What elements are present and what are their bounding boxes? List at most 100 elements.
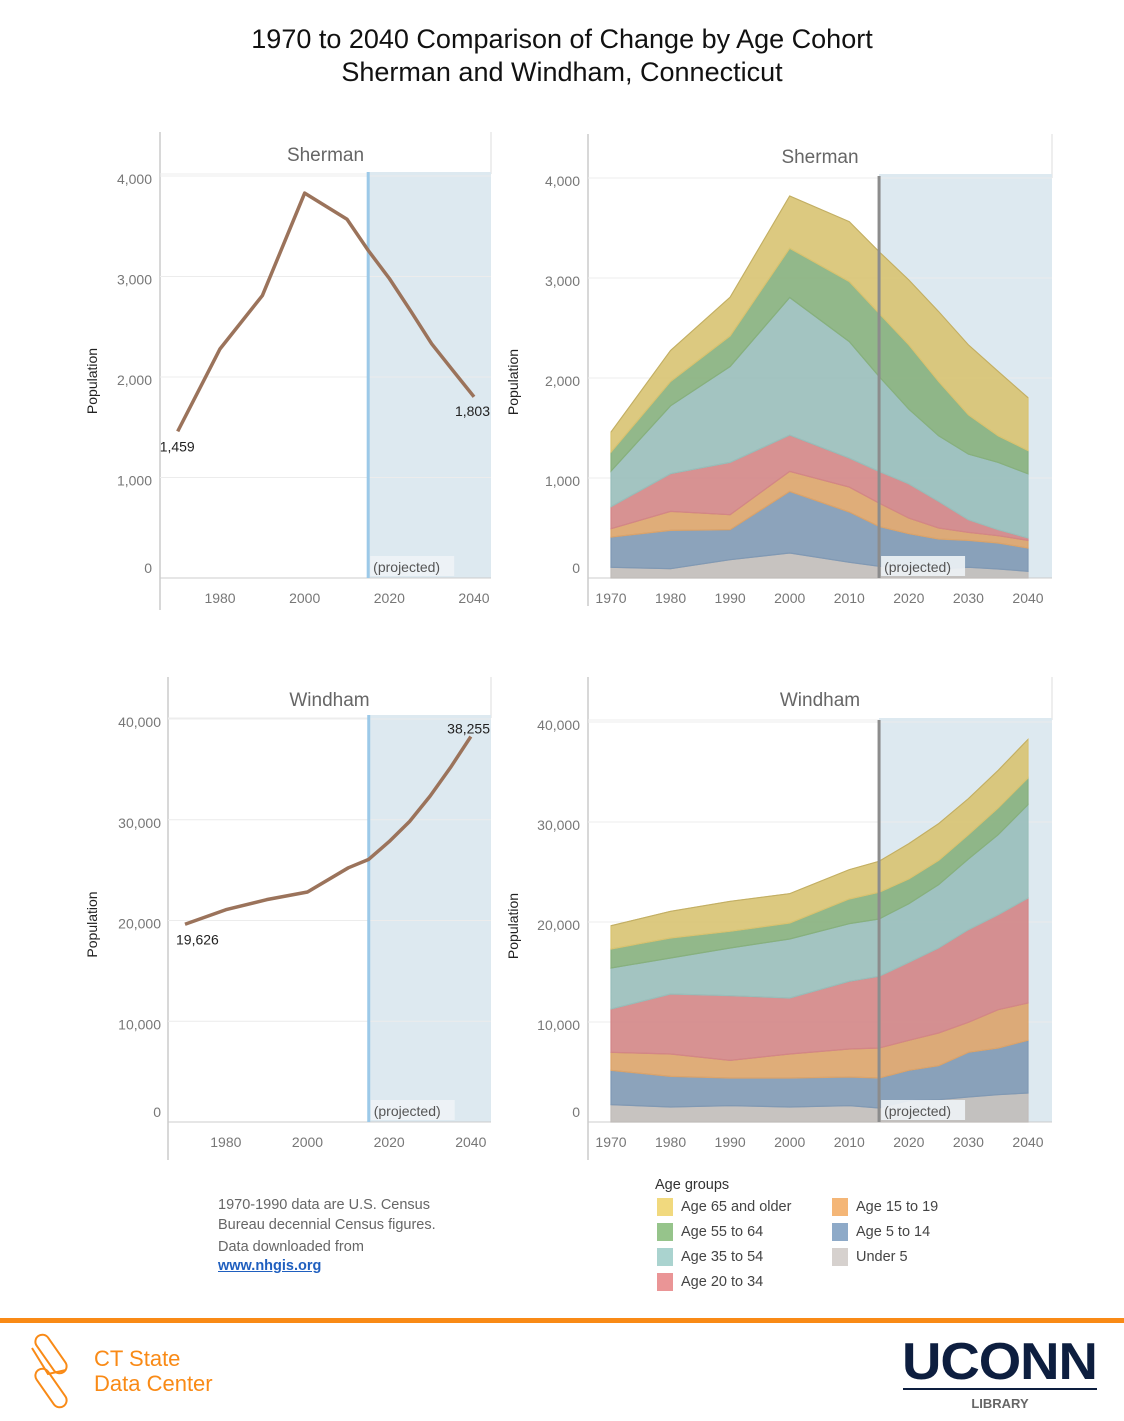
x-tick-label: 1980	[655, 590, 686, 606]
population-line	[184, 735, 473, 926]
chart-area-windham: Windham 0 10,000 20,000 30,000 40,000 1970 1980…	[505, 677, 1053, 1160]
x-tick-label: 2040	[455, 1134, 486, 1150]
y-axis-label: Population	[84, 891, 100, 957]
charts-canvas: Sherman 0 1,000 2,000 3,000 4,000 1980 2000 2020…	[84, 132, 1053, 1160]
x-tick-label: 1980	[204, 590, 235, 606]
legend-swatch	[832, 1198, 848, 1216]
y-tick-label: 2,000	[117, 372, 152, 388]
projected-label-bg	[370, 1100, 455, 1120]
uconn-logo: UCONN	[902, 1333, 1098, 1391]
legend-swatch	[657, 1248, 673, 1266]
legend-swatch	[657, 1223, 673, 1241]
x-tick-label: 2030	[953, 590, 984, 606]
x-tick-label: 2020	[374, 590, 405, 606]
y-axis-label: Population	[505, 349, 521, 415]
y-tick-label: 0	[144, 560, 152, 576]
projected-label-bg	[881, 556, 966, 576]
y-tick-label: 0	[153, 1104, 161, 1120]
legend-item: Under 5	[832, 1248, 908, 1266]
legend-swatch	[657, 1198, 673, 1216]
legend-label: Age 5 to 14	[856, 1224, 931, 1240]
y-tick-label: 30,000	[118, 815, 161, 831]
org-name-line-2: Data Center	[94, 1371, 213, 1396]
x-tick-label: 1970	[595, 1134, 626, 1150]
chart-line-windham: Windham 0 10,000 20,000 30,000 40,000 1980 2000…	[84, 677, 492, 1160]
panel-title: Windham	[289, 690, 369, 711]
y-tick-label: 4,000	[117, 171, 152, 187]
legend-item: Age 20 to 34	[657, 1273, 763, 1291]
x-tick-label: 1980	[210, 1134, 241, 1150]
y-tick-label: 3,000	[117, 272, 152, 288]
legend-label: Age 15 to 19	[856, 1199, 939, 1215]
y-tick-label: 4,000	[545, 173, 580, 189]
x-tick-label: 2000	[774, 1134, 805, 1150]
source-note-line-2: Bureau decennial Census figures.	[218, 1217, 436, 1233]
chart-line-sherman: Sherman 0 1,000 2,000 3,000 4,000 1980 2000 2020…	[84, 132, 492, 610]
projected-label: (projected)	[374, 1103, 441, 1119]
footer-divider	[0, 1318, 1124, 1323]
legend-swatch	[657, 1273, 673, 1291]
projected-label: (projected)	[373, 559, 440, 575]
data-label-last: 38,255	[447, 721, 490, 737]
title-line-1: 1970 to 2040 Comparison of Change by Age…	[251, 24, 873, 54]
x-tick-label: 2010	[834, 1134, 865, 1150]
y-axis-label: Population	[84, 348, 100, 414]
projected-label-bg	[370, 556, 455, 576]
y-axis-label: Population	[505, 893, 521, 959]
source-note-line-3: Data downloaded from	[218, 1239, 364, 1255]
chart-area-sherman: Sherman 0 1,000 2,000 3,000 4,000 1970 1980 1990…	[505, 134, 1053, 606]
data-label-first: 19,626	[176, 931, 219, 947]
uconn-logo-rule	[903, 1388, 1097, 1390]
x-tick-label: 1970	[595, 590, 626, 606]
population-line	[176, 191, 476, 433]
org-name-line-1: CT State	[94, 1346, 181, 1371]
source-note-line-1: 1970-1990 data are U.S. Census	[218, 1197, 430, 1213]
x-tick-label: 1990	[715, 590, 746, 606]
y-tick-label: 40,000	[537, 717, 580, 733]
x-tick-label: 2020	[893, 590, 924, 606]
legend-item: Age 35 to 54	[657, 1248, 763, 1266]
panel-title: Sherman	[287, 145, 364, 166]
x-tick-label: 2000	[774, 590, 805, 606]
legend-swatch	[832, 1248, 848, 1266]
y-tick-label: 1,000	[545, 473, 580, 489]
ct-data-center-logo-icon	[31, 1333, 68, 1409]
projection-shade	[368, 715, 491, 1122]
legend-swatch	[832, 1223, 848, 1241]
legend-item: Age 15 to 19	[832, 1198, 938, 1216]
panel-title: Sherman	[781, 147, 858, 168]
x-tick-label: 1990	[715, 1134, 746, 1150]
legend-label: Age 55 to 64	[681, 1224, 764, 1240]
x-tick-label: 2000	[289, 590, 320, 606]
panel-title: Windham	[780, 690, 860, 711]
legend-label: Age 35 to 54	[681, 1249, 764, 1265]
uconn-library-label: LIBRARY	[971, 1396, 1029, 1411]
x-tick-label: 2040	[1012, 1134, 1043, 1150]
y-tick-label: 30,000	[537, 817, 580, 833]
y-tick-label: 20,000	[118, 916, 161, 932]
projected-label-bg	[881, 1100, 966, 1120]
y-tick-label: 1,000	[117, 473, 152, 489]
x-tick-label: 2020	[893, 1134, 924, 1150]
data-label-last: 1,803	[455, 403, 490, 419]
y-tick-label: 2,000	[545, 373, 580, 389]
x-tick-label: 2030	[953, 1134, 984, 1150]
projected-label: (projected)	[884, 1103, 951, 1119]
x-tick-label: 2000	[292, 1134, 323, 1150]
nhgis-link[interactable]: www.nhgis.org	[218, 1258, 322, 1274]
y-tick-label: 10,000	[118, 1016, 161, 1032]
y-tick-label: 20,000	[537, 917, 580, 933]
projected-label: (projected)	[884, 559, 951, 575]
y-tick-label: 0	[572, 1104, 580, 1120]
y-tick-label: 10,000	[537, 1017, 580, 1033]
legend-item: Age 5 to 14	[832, 1223, 930, 1241]
legend-label: Age 20 to 34	[681, 1274, 764, 1290]
ct-data-center-logo: CT State Data Center	[94, 1346, 213, 1396]
y-tick-label: 40,000	[118, 714, 161, 730]
legend-title: Age groups	[655, 1177, 730, 1193]
x-tick-label: 2010	[834, 590, 865, 606]
legend-item: Age 55 to 64	[657, 1223, 763, 1241]
x-tick-label: 1980	[655, 1134, 686, 1150]
x-tick-label: 2040	[458, 590, 489, 606]
